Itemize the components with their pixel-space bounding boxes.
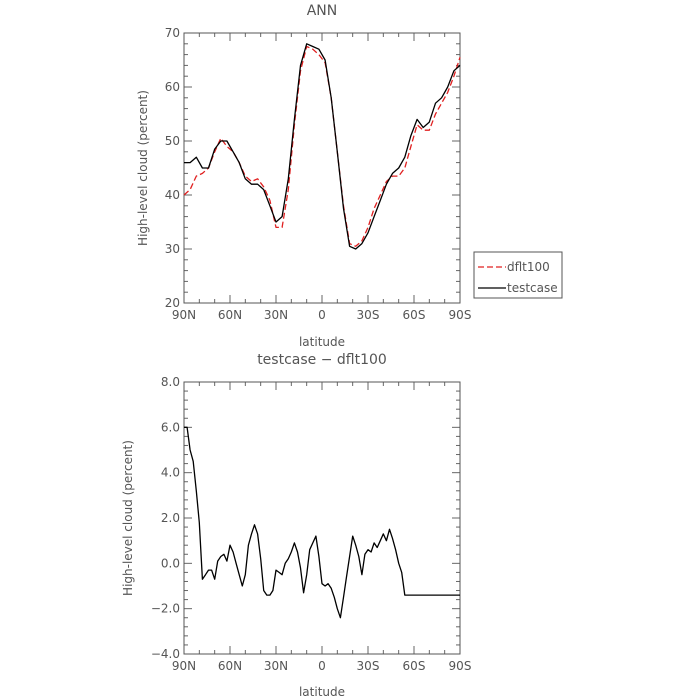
top-chart-y-tick-labels: 20 30 40 50 60 70 [165,26,180,310]
p2-x-tick-label: 90S [449,659,472,673]
p1-x-tick-label: 30N [264,308,288,322]
bottom-chart-frame [183,381,461,655]
p2-y-tick-label: 6.0 [161,420,180,434]
p2-x-tick-label: 30S [357,659,380,673]
bottom-chart-y-axis-label: High-level cloud (percent) [121,440,135,596]
legend: dflt100 testcase [473,251,563,299]
p1-y-tick-label: 50 [165,134,180,148]
p1-series-line-testcase [184,43,461,250]
p1-x-tick-label: 30S [357,308,380,322]
bottom-chart: testcase − dflt100 −4.0 −2.0 0.0 2.0 4.0 6.0 8… [121,352,471,699]
bottom-chart-ticks [183,381,461,655]
p2-x-tick-label: 0 [318,659,326,673]
p2-series-line-difference [184,426,460,619]
p1-y-tick-label: 40 [165,188,180,202]
p2-y-tick-label: 4.0 [161,466,180,480]
p2-x-tick-label: 30N [264,659,288,673]
top-chart-frame [183,32,461,304]
legend-box [473,251,563,299]
bottom-chart-x-tick-labels: 90N 60N 30N 0 30S 60S 90S [172,659,472,673]
bottom-chart-series [184,426,460,619]
p2-y-tick-label: −4.0 [151,647,180,661]
p2-x-tick-label: 90N [172,659,196,673]
p1-x-tick-label: 60S [403,308,426,322]
top-chart-title: ANN [307,3,338,19]
p1-x-tick-label: 90N [172,308,196,322]
top-chart-ticks [183,32,461,304]
bottom-chart-y-tick-labels: −4.0 −2.0 0.0 2.0 4.0 6.0 8.0 [151,375,180,661]
top-chart-y-axis-label: High-level cloud (percent) [136,90,150,246]
top-chart: ANN 20 30 40 50 60 70 90N 60N 30N 0 30S 60S 90S lat… [136,3,471,349]
legend-label-testcase: testcase [507,281,558,295]
p2-x-tick-label: 60N [218,659,242,673]
p1-y-tick-label: 20 [165,296,180,310]
p2-x-tick-label: 60S [403,659,426,673]
p1-y-tick-label: 70 [165,26,180,40]
p1-y-tick-label: 60 [165,80,180,94]
p2-y-tick-label: −2.0 [151,602,180,616]
top-chart-x-axis-label: latitude [299,335,345,349]
p1-x-tick-label: 90S [449,308,472,322]
bottom-chart-x-axis-label: latitude [299,685,345,699]
p2-y-tick-label: 8.0 [161,375,180,389]
legend-label-dflt100: dflt100 [507,260,550,274]
p2-y-tick-label: 2.0 [161,511,180,525]
bottom-chart-title: testcase − dflt100 [257,352,387,368]
p1-x-tick-label: 0 [318,308,326,322]
top-chart-series [183,43,461,250]
p2-y-tick-label: 0.0 [161,556,180,570]
p1-x-tick-label: 60N [218,308,242,322]
top-chart-x-tick-labels: 90N 60N 30N 0 30S 60S 90S [172,308,472,322]
p1-series-line-dflt100 [183,45,461,247]
p1-y-tick-label: 30 [165,242,180,256]
